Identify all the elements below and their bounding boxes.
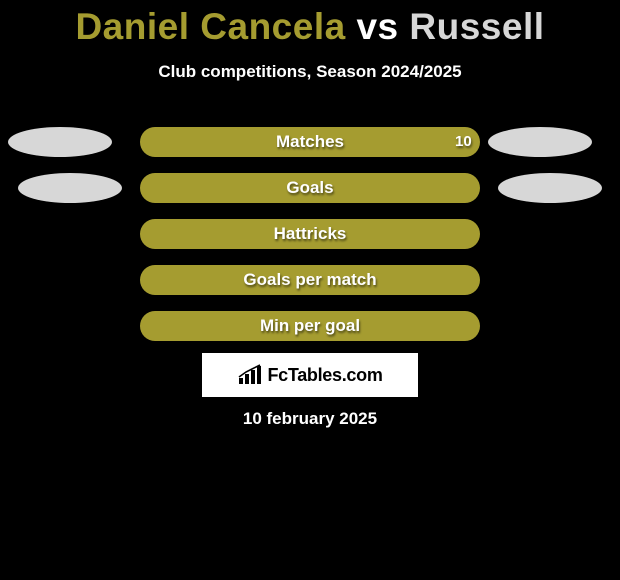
stat-value-right: 10 <box>455 127 472 157</box>
stat-row: Matches 10 <box>0 120 620 166</box>
subtitle: Club competitions, Season 2024/2025 <box>0 62 620 82</box>
page-title: Daniel Cancela vs Russell <box>0 0 620 48</box>
player-b-name: Russell <box>409 6 544 47</box>
stat-label: Hattricks <box>274 219 347 249</box>
right-ellipse <box>498 173 602 203</box>
stat-rows: Matches 10 Goals Hattricks Goals per match Mi… <box>0 120 620 350</box>
stat-row: Hattricks <box>0 212 620 258</box>
left-ellipse <box>18 173 122 203</box>
brand-box: FcTables.com <box>202 353 418 397</box>
stat-row: Goals per match <box>0 258 620 304</box>
stat-label: Matches <box>276 127 344 157</box>
chart-icon <box>237 364 263 386</box>
brand-text: FcTables.com <box>267 365 382 386</box>
player-a-name: Daniel Cancela <box>75 6 345 47</box>
stat-row: Goals <box>0 166 620 212</box>
stat-label: Goals <box>286 173 333 203</box>
stat-row: Min per goal <box>0 304 620 350</box>
date-text: 10 february 2025 <box>0 409 620 429</box>
left-ellipse <box>8 127 112 157</box>
title-vs: vs <box>346 6 410 47</box>
stat-label: Min per goal <box>260 311 360 341</box>
right-ellipse <box>488 127 592 157</box>
stat-label: Goals per match <box>243 265 376 295</box>
